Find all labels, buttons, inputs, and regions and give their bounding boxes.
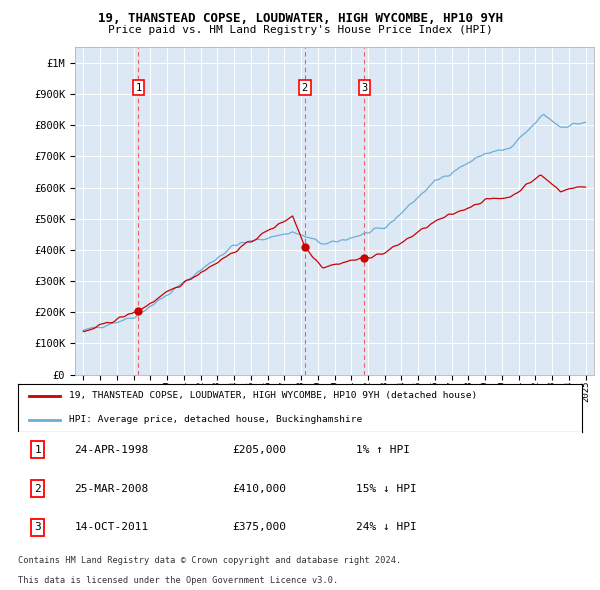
Text: 24-APR-1998: 24-APR-1998 [74,445,149,454]
Text: £410,000: £410,000 [232,484,286,493]
Text: 2: 2 [34,484,41,493]
Text: 19, THANSTEAD COPSE, LOUDWATER, HIGH WYCOMBE, HP10 9YH (detached house): 19, THANSTEAD COPSE, LOUDWATER, HIGH WYC… [69,391,477,400]
Text: HPI: Average price, detached house, Buckinghamshire: HPI: Average price, detached house, Buck… [69,415,362,424]
Text: 2: 2 [302,83,308,93]
Text: 15% ↓ HPI: 15% ↓ HPI [356,484,417,493]
Text: 24% ↓ HPI: 24% ↓ HPI [356,523,417,532]
Text: 14-OCT-2011: 14-OCT-2011 [74,523,149,532]
Text: 1% ↑ HPI: 1% ↑ HPI [356,445,410,454]
Text: 3: 3 [361,83,368,93]
Text: 3: 3 [34,523,41,532]
Text: Price paid vs. HM Land Registry's House Price Index (HPI): Price paid vs. HM Land Registry's House … [107,25,493,35]
Text: £375,000: £375,000 [232,523,286,532]
Text: 1: 1 [136,83,142,93]
Text: 1: 1 [34,445,41,454]
Text: Contains HM Land Registry data © Crown copyright and database right 2024.: Contains HM Land Registry data © Crown c… [18,556,401,565]
Text: This data is licensed under the Open Government Licence v3.0.: This data is licensed under the Open Gov… [18,576,338,585]
Text: £205,000: £205,000 [232,445,286,454]
Text: 19, THANSTEAD COPSE, LOUDWATER, HIGH WYCOMBE, HP10 9YH: 19, THANSTEAD COPSE, LOUDWATER, HIGH WYC… [97,12,503,25]
Text: 25-MAR-2008: 25-MAR-2008 [74,484,149,493]
